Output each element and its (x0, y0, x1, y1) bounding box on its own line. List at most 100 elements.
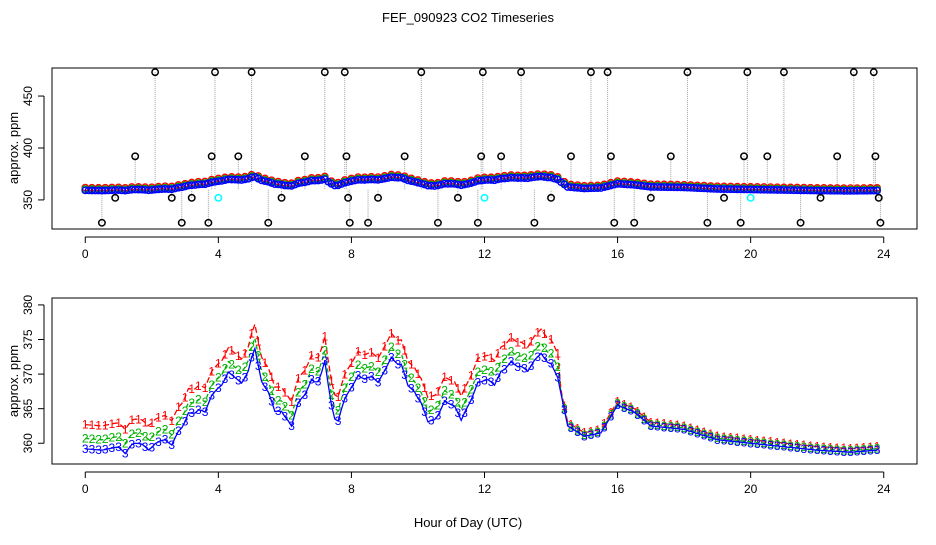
series-2-marker: 2 (794, 440, 801, 454)
series-3-marker: 3 (255, 359, 262, 373)
outlier-point (646, 193, 655, 202)
outlier-point (874, 193, 883, 202)
series-2-marker: 2 (348, 370, 355, 384)
series-1-marker: 1 (122, 422, 129, 436)
series-2-marker: 2 (202, 395, 209, 409)
top-x-axis: 0 4 8 12 16 20 24 (82, 236, 891, 261)
cyan-point (746, 193, 755, 202)
series-2-marker: 2 (508, 344, 515, 358)
series-3-marker: 3 (341, 391, 348, 405)
series-2-marker: 2 (534, 339, 541, 353)
series-3-point (869, 186, 878, 195)
series-1-marker: 1 (148, 416, 155, 430)
series-3-marker: 3 (867, 444, 874, 458)
series-3-marker: 3 (222, 372, 229, 386)
series-1-marker: 1 (714, 429, 721, 443)
series-2-marker: 2 (142, 429, 149, 443)
series-3-marker: 3 (142, 440, 149, 454)
bottom-plot-frame (51, 297, 918, 465)
series-1-marker: 1 (368, 346, 375, 360)
series-3-marker: 3 (122, 447, 129, 461)
series-2-marker: 2 (854, 443, 861, 457)
series-2-marker: 2 (475, 365, 482, 379)
series-1-marker: 1 (767, 435, 774, 449)
outlier-point (340, 68, 349, 77)
series-1-marker: 1 (222, 348, 229, 362)
series-2-marker: 2 (694, 425, 701, 439)
series-1-marker: 1 (574, 422, 581, 436)
series-1-marker: 1 (734, 431, 741, 445)
series-3-marker: 3 (195, 403, 202, 417)
outlier-point (547, 193, 555, 202)
series-3-marker: 3 (834, 444, 841, 458)
series-3-marker: 3 (667, 421, 674, 435)
series-2-marker: 2 (634, 406, 641, 420)
series-2-marker: 2 (268, 384, 275, 398)
series-2-marker: 2 (435, 398, 442, 412)
series-1-marker: 1 (674, 418, 681, 432)
series-3-marker: 3 (295, 396, 302, 410)
series-2-marker: 2 (328, 388, 335, 402)
series-2-marker: 2 (574, 424, 581, 438)
series-2-marker: 2 (408, 371, 415, 385)
series-1-marker: 1 (455, 382, 462, 396)
series-1-marker: 1 (588, 424, 595, 438)
series-2-marker: 2 (734, 433, 741, 447)
series-3-marker: 3 (395, 357, 402, 371)
series-3-marker: 3 (202, 405, 209, 419)
series-1-marker: 1 (481, 349, 488, 363)
series-3-marker: 3 (554, 371, 561, 385)
series-2-marker: 2 (714, 431, 721, 445)
series-1-marker: 1 (840, 441, 847, 455)
series-3-marker: 3 (468, 393, 475, 407)
series-3-marker: 3 (568, 421, 575, 435)
series-3-marker: 3 (741, 436, 748, 450)
series-3-point (550, 174, 559, 183)
series-1-marker: 1 (421, 381, 428, 395)
series-1-marker: 1 (388, 326, 395, 340)
series-2-marker: 2 (481, 363, 488, 377)
series-1-marker: 1 (707, 427, 714, 441)
series-1-marker: 1 (95, 419, 102, 433)
x-tick-label: 20 (744, 247, 758, 261)
outlier-point (151, 68, 160, 77)
series-3-point (463, 179, 472, 188)
x-tick-label: 4 (215, 482, 222, 496)
series-3-marker: 3 (109, 441, 116, 455)
series-3-marker: 3 (228, 368, 235, 382)
series-3-marker: 3 (694, 427, 701, 441)
series-1-marker: 1 (208, 364, 215, 378)
series-3-marker: 3 (821, 444, 828, 458)
y-tick-label: 375 (21, 329, 35, 349)
series-3-marker: 3 (601, 420, 608, 434)
series-1-marker: 1 (860, 441, 867, 455)
cyan-point (480, 193, 489, 202)
series-3-marker: 3 (761, 438, 768, 452)
series-2-marker: 2 (401, 357, 408, 371)
series-3-marker: 3 (654, 420, 661, 434)
outlier-point (345, 218, 354, 227)
series-1-marker: 1 (341, 367, 348, 381)
outlier-point (610, 218, 619, 227)
series-2-marker: 2 (222, 362, 229, 376)
series-1-marker: 1 (235, 349, 242, 363)
series-3-marker: 3 (681, 422, 688, 436)
series-3-marker: 3 (707, 431, 714, 445)
series-1-marker: 1 (348, 356, 355, 370)
series-3-point (417, 179, 426, 188)
series-1-marker: 1 (228, 344, 235, 358)
series-1-marker: 1 (355, 344, 362, 358)
outlier-point (320, 68, 329, 77)
series-2-marker: 2 (335, 404, 342, 418)
series-3-marker: 3 (215, 381, 222, 395)
series-3-marker: 3 (455, 406, 462, 420)
series-2-marker: 2 (581, 428, 588, 442)
series-3-marker: 3 (268, 394, 275, 408)
series-1-marker: 1 (534, 326, 541, 340)
series-3-marker: 3 (355, 368, 362, 382)
series-1-marker: 1 (721, 430, 728, 444)
series-3-point (264, 177, 273, 186)
series-2-marker: 2 (455, 395, 462, 409)
